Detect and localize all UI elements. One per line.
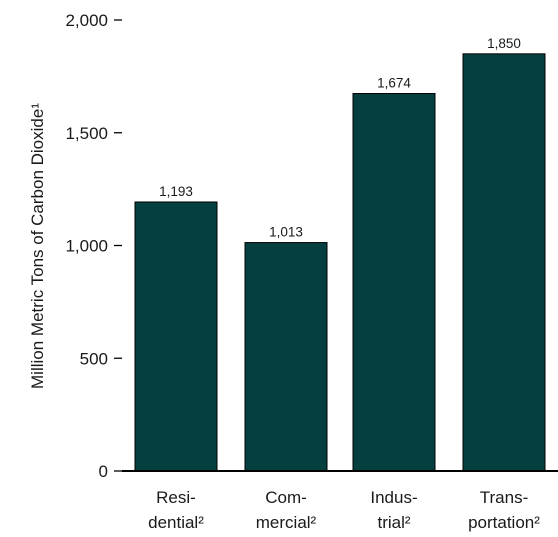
y-axis-title: Million Metric Tons of Carbon Dioxide¹ [28,103,47,389]
y-tick-label: 1,500 [65,124,108,143]
x-tick-label: Resi- [156,488,196,507]
data-label: 1,193 [159,184,193,199]
bar [244,242,328,472]
bar [462,53,546,472]
x-tick-label: Indus- [370,488,417,507]
y-tick-label: 2,000 [65,11,108,30]
y-tick-label: 1,000 [65,237,108,256]
y-tick-label: 500 [80,349,108,368]
y-tick-label: 0 [99,462,108,481]
data-label: 1,674 [377,76,411,91]
bars [134,53,546,472]
category-labels: Resi-dential² Com-mercial² Indus-trial² Tra… [148,488,540,532]
data-label: 1,013 [269,225,303,240]
x-tick-label: trial² [377,513,410,532]
x-tick-label: dential² [148,513,204,532]
data-label: 1,850 [487,36,521,51]
data-labels: 1,193 1,013 1,674 1,850 [159,36,521,240]
bar [352,93,436,472]
x-tick-label: portation² [468,513,540,532]
x-tick-label: Com- [265,488,307,507]
bar [134,201,218,472]
x-tick-label: mercial² [256,513,317,532]
y-axis: 0 500 1,000 1,500 2,000 [65,11,122,481]
x-tick-label: Trans- [480,488,529,507]
